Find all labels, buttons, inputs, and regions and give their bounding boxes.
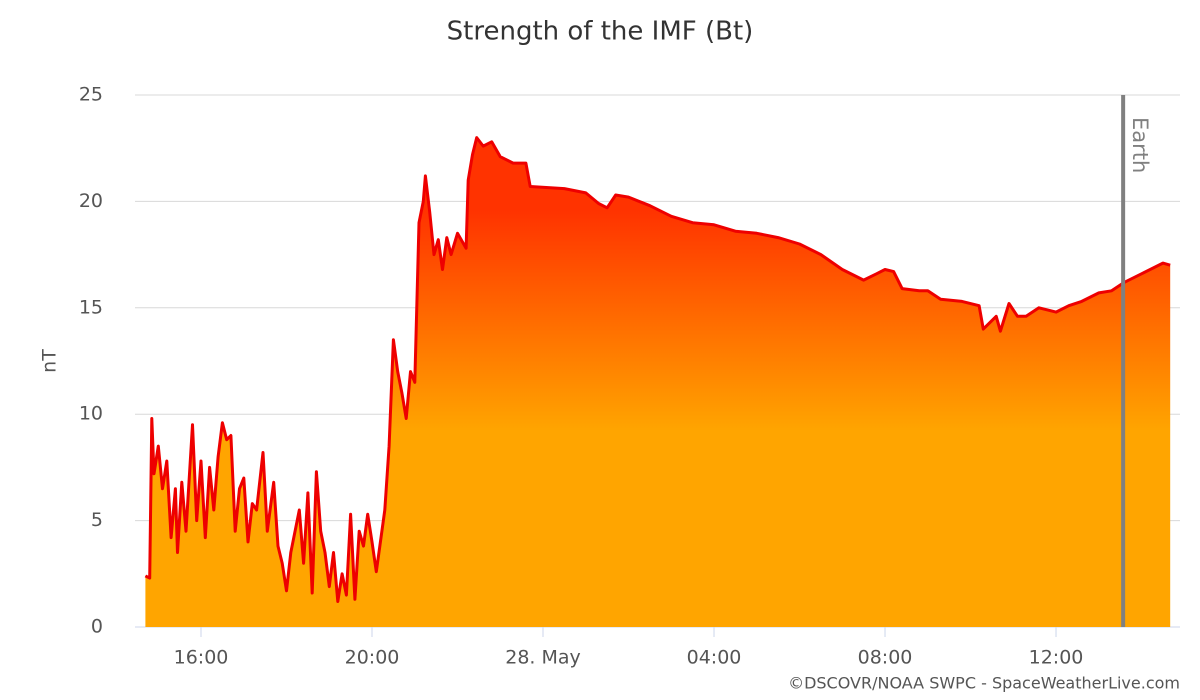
x-tick-label: 12:00 — [1029, 647, 1084, 669]
y-axis-label: nT — [39, 349, 61, 373]
chart-title: Strength of the IMF (Bt) — [447, 17, 754, 47]
x-tick-label: 08:00 — [858, 647, 913, 669]
y-tick-label: 20 — [79, 190, 103, 212]
line — [144, 136, 1171, 603]
x-tick-label: 28. May — [505, 647, 581, 669]
y-tick-label: 25 — [79, 84, 103, 106]
x-tick-label: 20:00 — [345, 647, 400, 669]
credit: ©DSCOVR/NOAA SWPC - SpaceWeatherLive.com — [788, 674, 1180, 693]
y-tick-label: 5 — [91, 509, 103, 531]
y-tick-label: 10 — [79, 403, 103, 425]
x-tick-label: 04:00 — [687, 647, 742, 669]
y-tick-label: 0 — [91, 616, 103, 638]
area — [145, 137, 1171, 627]
y-tick-label: 15 — [79, 296, 103, 318]
earth-label: Earth — [1128, 117, 1152, 173]
x-tick-label: 16:00 — [174, 647, 229, 669]
